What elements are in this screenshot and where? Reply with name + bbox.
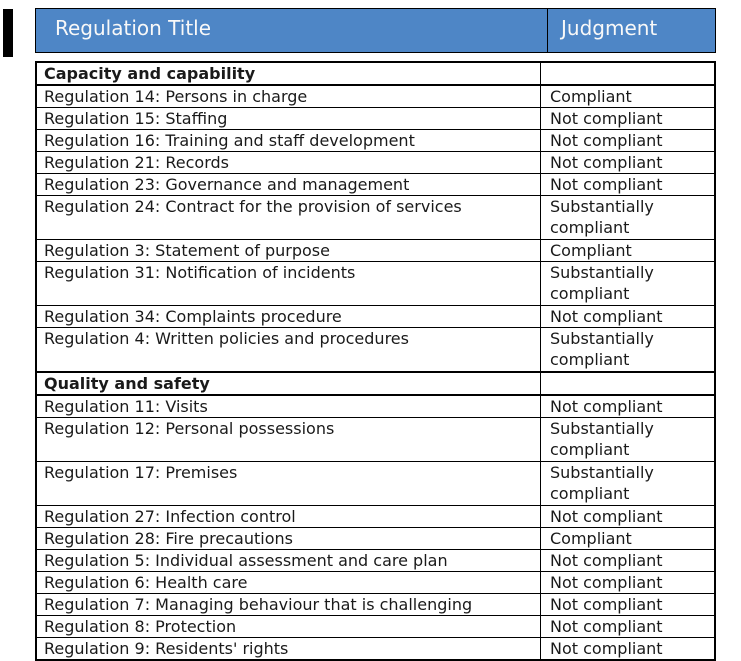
judgment-cell: Not compliant xyxy=(540,305,716,328)
table-row: Regulation 27: Infection control Not comp… xyxy=(35,504,716,528)
table-row: Regulation 4: Written policies and proce… xyxy=(35,327,716,372)
table-row: Regulation 24: Contract for the provisio… xyxy=(35,195,716,240)
regulation-title-cell: Regulation 16: Training and staff develo… xyxy=(35,129,541,152)
regulation-title-cell: Regulation 24: Contract for the provisio… xyxy=(35,195,541,240)
table-row: Regulation 23: Governance and management… xyxy=(35,173,716,196)
regulation-title-header: Regulation Title xyxy=(35,8,548,53)
judgment-cell: Not compliant xyxy=(540,107,716,130)
judgment-cell xyxy=(540,370,716,396)
section-row: Quality and safety xyxy=(35,370,716,396)
compliance-table: Regulation Title Judgment Capacity and c… xyxy=(35,8,716,661)
table-row: Regulation 15: Staffing Not compliant xyxy=(35,107,716,130)
regulation-title-cell: Regulation 21: Records xyxy=(35,151,541,174)
table-row: Regulation 31: Notification of incidents… xyxy=(35,261,716,306)
regulation-title-cell: Regulation 27: Infection control xyxy=(35,504,541,528)
regulation-title-cell: Regulation 15: Staffing xyxy=(35,107,541,130)
judgment-cell: Substantially compliant xyxy=(540,261,716,306)
judgment-cell: Substantially compliant xyxy=(540,195,716,240)
judgment-cell: Not compliant xyxy=(540,173,716,196)
table-row: Regulation 28: Fire precautions Compliant xyxy=(35,526,716,550)
judgment-cell: Not compliant xyxy=(540,636,716,660)
regulation-title-cell: Regulation 23: Governance and management xyxy=(35,173,541,196)
judgment-cell: Substantially compliant xyxy=(540,327,716,372)
judgment-cell xyxy=(540,61,716,86)
table-row: Regulation 7: Managing behaviour that is… xyxy=(35,592,716,616)
table-row: Regulation 6: Health care Not compliant xyxy=(35,570,716,594)
judgment-cell: Not compliant xyxy=(540,548,716,572)
judgment-cell: Not compliant xyxy=(540,129,716,152)
table-grid: Capacity and capability Regulation 14: Pe… xyxy=(35,61,716,661)
table-row: Regulation 34: Complaints procedure Not c… xyxy=(35,305,716,328)
regulation-title-cell: Regulation 4: Written policies and proce… xyxy=(35,327,541,372)
table-row: Regulation 12: Personal possessions Subst… xyxy=(35,416,716,462)
judgment-cell: Compliant xyxy=(540,84,716,108)
header-row: Regulation Title Judgment xyxy=(35,8,716,53)
regulation-title-cell: Regulation 14: Persons in charge xyxy=(35,84,541,108)
table-row: Regulation 17: Premises Substantially com… xyxy=(35,460,716,506)
judgment-cell: Not compliant xyxy=(540,394,716,418)
table-row: Regulation 16: Training and staff develo… xyxy=(35,129,716,152)
judgment-cell: Not compliant xyxy=(540,614,716,638)
regulation-title-cell: Regulation 9: Residents' rights xyxy=(35,636,541,660)
judgment-cell: Not compliant xyxy=(540,151,716,174)
regulation-title-cell: Regulation 17: Premises xyxy=(35,460,541,506)
judgment-cell: Not compliant xyxy=(540,570,716,594)
judgment-header: Judgment xyxy=(547,8,716,53)
regulation-title-cell: Regulation 31: Notification of incidents xyxy=(35,261,541,306)
regulation-title-cell: Regulation 34: Complaints procedure xyxy=(35,305,541,328)
regulation-title-cell: Regulation 3: Statement of purpose xyxy=(35,239,541,262)
regulation-title-cell: Capacity and capability xyxy=(35,61,541,86)
left-margin-marker xyxy=(3,9,13,57)
table-row: Regulation 9: Residents' rights Not compl… xyxy=(35,636,716,660)
judgment-cell: Not compliant xyxy=(540,504,716,528)
table-row: Regulation 21: Records Not compliant xyxy=(35,151,716,174)
table-body: Capacity and capability Regulation 14: Pe… xyxy=(35,61,716,660)
table-header: Regulation Title Judgment xyxy=(35,8,716,53)
section-row: Capacity and capability xyxy=(35,61,716,86)
regulation-title-cell: Regulation 5: Individual assessment and … xyxy=(35,548,541,572)
judgment-cell: Substantially compliant xyxy=(540,416,716,462)
judgment-cell: Not compliant xyxy=(540,592,716,616)
table-row: Regulation 3: Statement of purpose Compli… xyxy=(35,239,716,262)
table-row: Regulation 8: Protection Not compliant xyxy=(35,614,716,638)
regulation-title-cell: Quality and safety xyxy=(35,370,541,396)
judgment-cell: Substantially compliant xyxy=(540,460,716,506)
judgment-cell: Compliant xyxy=(540,526,716,550)
regulation-title-cell: Regulation 11: Visits xyxy=(35,394,541,418)
regulation-title-cell: Regulation 28: Fire precautions xyxy=(35,526,541,550)
judgment-cell: Compliant xyxy=(540,239,716,262)
table-row: Regulation 14: Persons in charge Complian… xyxy=(35,84,716,108)
regulation-title-cell: Regulation 8: Protection xyxy=(35,614,541,638)
regulation-title-cell: Regulation 12: Personal possessions xyxy=(35,416,541,462)
regulation-title-cell: Regulation 7: Managing behaviour that is… xyxy=(35,592,541,616)
table-row: Regulation 11: Visits Not compliant xyxy=(35,394,716,418)
regulation-title-cell: Regulation 6: Health care xyxy=(35,570,541,594)
table-row: Regulation 5: Individual assessment and … xyxy=(35,548,716,572)
